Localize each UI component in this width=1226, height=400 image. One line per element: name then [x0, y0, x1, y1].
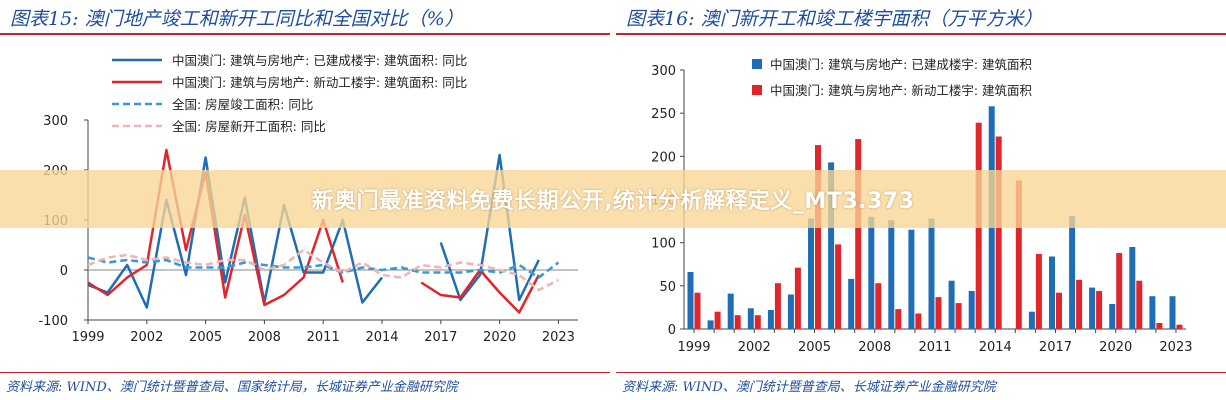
- legend-label-2: 中国澳门: 建筑与房地产: 新动工楼宇: 建筑面积: [770, 83, 1032, 98]
- bar-started: [794, 267, 801, 329]
- title-divider: [616, 33, 1226, 35]
- x-tick-label: 2017: [424, 330, 457, 345]
- bar-completed: [707, 320, 714, 329]
- y-tick-label: 250: [651, 107, 676, 122]
- bar-started: [815, 145, 821, 329]
- x-tick-label: 2011: [918, 340, 951, 355]
- bar-completed: [888, 220, 895, 329]
- series-line-3: [87, 256, 560, 279]
- x-tick-label: 2023: [1159, 340, 1192, 355]
- bar-completed: [828, 162, 835, 329]
- bar-completed: [928, 218, 935, 329]
- bar-started: [895, 309, 902, 329]
- bar-started: [1116, 253, 1123, 329]
- bar-completed: [948, 280, 955, 329]
- bar-completed: [1149, 296, 1156, 329]
- x-tick-label: 2020: [1099, 340, 1132, 355]
- legend-label-4: 全国: 房屋新开工面积: 同比: [172, 119, 326, 134]
- bar-completed: [1109, 304, 1116, 329]
- legend-label-1: 中国澳门: 建筑与房地产: 已建成楼宇: 建筑面积: 同比: [172, 53, 467, 68]
- x-tick-label: 2005: [189, 330, 222, 345]
- bar-started: [1035, 253, 1042, 329]
- bar-started: [915, 313, 922, 329]
- source-note: 资料来源: WIND、澳门统计暨普查局、国家统计局，长城证券产业金融研究院: [6, 380, 458, 395]
- bar-started: [714, 311, 721, 329]
- bar-started: [935, 297, 942, 329]
- bar-completed: [727, 293, 734, 329]
- bar-started: [1176, 324, 1183, 329]
- bar-started: [774, 283, 781, 329]
- bar-completed: [1169, 296, 1176, 329]
- source-divider: [616, 372, 1226, 373]
- title-divider: [0, 33, 610, 35]
- y-tick-label: 200: [651, 150, 676, 165]
- y-tick-label: 300: [651, 64, 676, 79]
- bar-started: [1076, 279, 1083, 329]
- x-tick-label: 2008: [858, 340, 891, 355]
- watermark-text: 新奥门最准资料免费长期公开,统计分析解释定义_MT3.373: [311, 189, 915, 214]
- bar-completed: [1049, 256, 1055, 329]
- y-tick-label: 300: [43, 114, 68, 129]
- bar-started: [875, 283, 882, 329]
- series-line-4: [87, 248, 559, 292]
- bar-completed: [1089, 287, 1096, 329]
- x-tick-label: 2014: [365, 330, 398, 345]
- bar-completed: [747, 308, 754, 329]
- bar-completed: [1129, 247, 1136, 329]
- legend-swatch-2: [752, 85, 762, 95]
- legend-label-1: 中国澳门: 建筑与房地产: 已建成楼宇: 建筑面积: [770, 57, 1032, 72]
- y-tick-label: 100: [651, 237, 676, 252]
- y-tick-label: -100: [38, 314, 68, 329]
- bar-started: [955, 303, 962, 329]
- bar-started: [855, 139, 862, 329]
- x-tick-label: 1999: [677, 340, 710, 355]
- bar-started: [1136, 280, 1143, 329]
- x-tick-label: 2014: [979, 340, 1012, 355]
- bar-completed: [1069, 215, 1076, 329]
- bar-started: [1096, 291, 1103, 329]
- bar-started: [694, 292, 701, 329]
- legend-swatch-1: [752, 59, 762, 69]
- x-tick-label: 2005: [798, 340, 831, 355]
- bar-completed: [687, 272, 694, 329]
- chart-title: 图表16: 澳门新开工和竣工楼宇面积（万平方米）: [626, 8, 1043, 30]
- bar-completed: [968, 291, 975, 329]
- legend-label-2: 中国澳门: 建筑与房地产: 新动工楼宇: 建筑面积: 同比: [172, 75, 467, 90]
- x-tick-label: 2008: [248, 330, 281, 345]
- bar-started: [995, 136, 1002, 329]
- bar-completed: [868, 216, 875, 329]
- bar-started: [734, 315, 741, 329]
- y-tick-label: 0: [668, 323, 676, 338]
- x-tick-label: 2011: [307, 330, 340, 345]
- y-tick-label: 50: [659, 280, 676, 295]
- x-tick-label: 2020: [483, 330, 516, 345]
- watermark-banner: 新奥门最准资料免费长期公开,统计分析解释定义_MT3.373: [0, 170, 1226, 228]
- x-tick-label: 2002: [130, 330, 163, 345]
- bar-completed: [848, 278, 855, 329]
- bar-started: [1056, 292, 1062, 329]
- legend-label-3: 全国: 房屋竣工面积: 同比: [172, 97, 313, 112]
- x-tick-label: 2017: [1039, 340, 1072, 355]
- bar-completed: [787, 294, 794, 329]
- x-tick-label: 1999: [71, 330, 104, 345]
- x-tick-label: 2023: [542, 330, 575, 345]
- bar-completed: [908, 229, 915, 329]
- bar-completed: [1028, 311, 1035, 329]
- source-divider: [0, 372, 610, 373]
- x-tick-label: 2002: [738, 340, 771, 355]
- chart-title: 图表15: 澳门地产竣工和新开工同比和全国对比（%）: [10, 8, 464, 30]
- bar-completed: [767, 310, 774, 329]
- y-tick-label: 0: [60, 264, 68, 279]
- bar-started: [1156, 323, 1163, 329]
- bar-started: [754, 315, 761, 329]
- bar-started: [1015, 180, 1022, 329]
- bar-started: [835, 244, 842, 329]
- bar-completed: [808, 218, 814, 329]
- source-note: 资料来源: WIND、澳门统计暨普查局、长城证券产业金融研究院: [622, 380, 996, 395]
